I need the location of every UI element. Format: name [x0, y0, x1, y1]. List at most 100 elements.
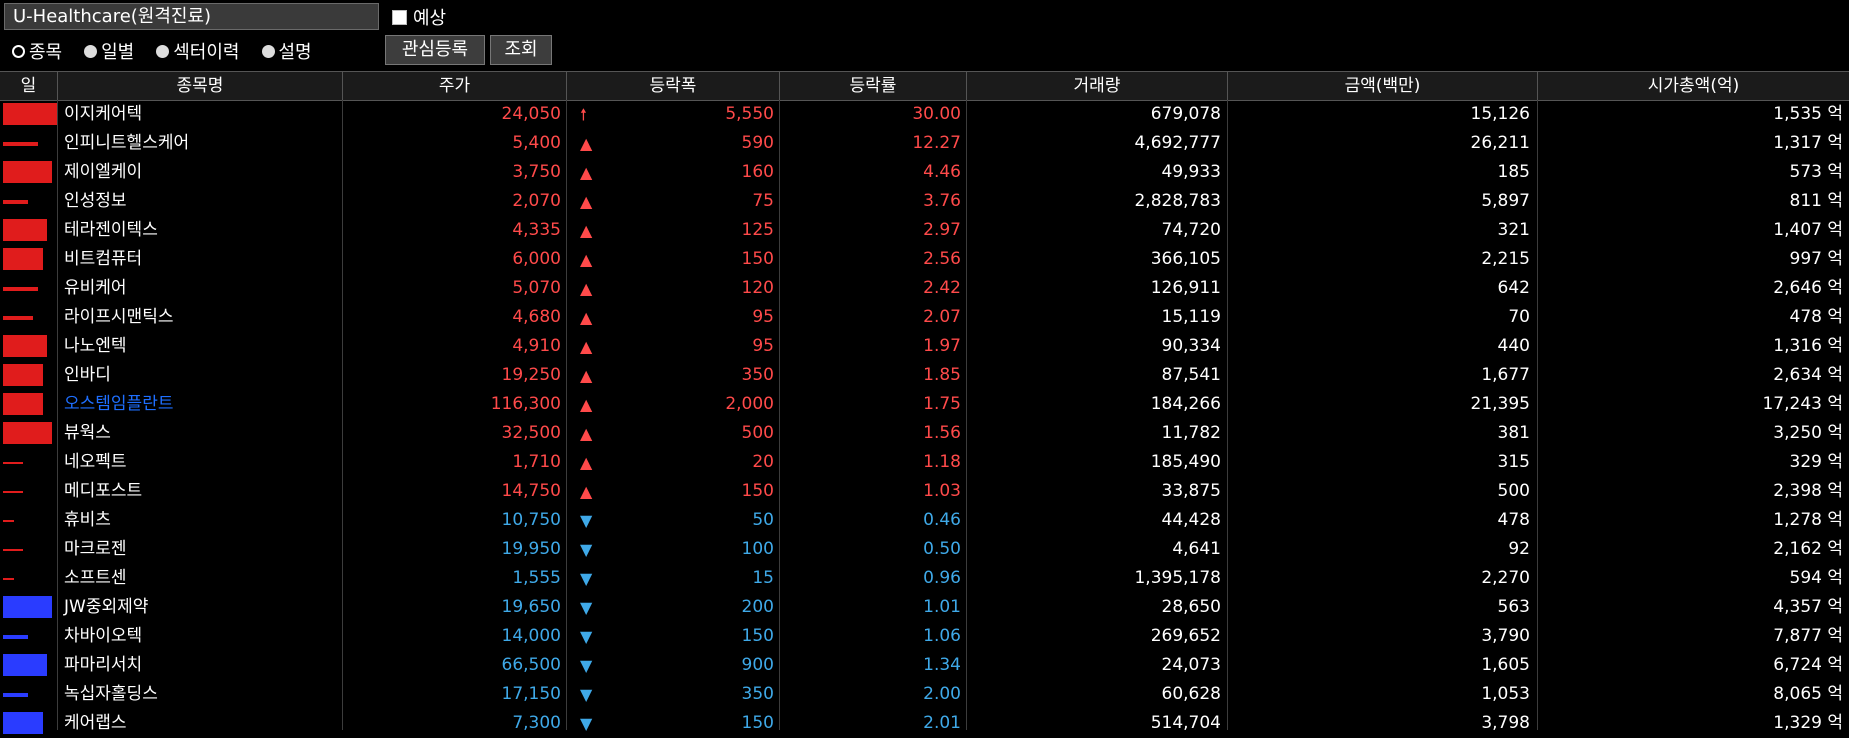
table-row[interactable]: 케어랩스 7,300 ▼ 150 2.01 514,704 3,798 1,329 억: [0, 709, 1849, 738]
table-row[interactable]: 인피니트헬스케어 5,400 ▲ 590 12.27 4,692,777 26,211 1,3…: [0, 129, 1849, 158]
stock-name[interactable]: 인바디: [64, 365, 111, 385]
table-row[interactable]: 뷰웍스 32,500 ▲ 500 1.56 11,782 381 3,250 억: [0, 419, 1849, 448]
stock-name[interactable]: 마크로젠: [64, 539, 127, 559]
mcap-cell: 17,243 억: [1762, 394, 1843, 414]
stock-name[interactable]: 파마리서치: [64, 655, 143, 675]
stock-name[interactable]: 녹십자홀딩스: [64, 684, 158, 704]
rate-cell: 1.75: [923, 394, 961, 414]
table-row[interactable]: 네오펙트 1,710 ▲ 20 1.18 185,490 315 329 억: [0, 448, 1849, 477]
add-watchlist-button[interactable]: 관심등록: [385, 35, 485, 65]
table-row[interactable]: 인성정보 2,070 ▲ 75 3.76 2,828,783 5,897 811 억: [0, 187, 1849, 216]
change-cell: 20: [752, 452, 774, 472]
volume-cell: 11,782: [1161, 423, 1221, 443]
radio-description[interactable]: 설명: [261, 38, 312, 64]
radio-daily[interactable]: 일별: [84, 38, 134, 64]
price-cell: 14,750: [501, 481, 561, 501]
stock-name[interactable]: 인성정보: [64, 191, 127, 211]
table-row[interactable]: 라이프시맨틱스 4,680 ▲ 95 2.07 15,119 70 478 억: [0, 303, 1849, 332]
rate-cell: 12.27: [912, 133, 961, 153]
col-header-mcap[interactable]: 시가총액(억): [1647, 76, 1740, 96]
volume-cell: 4,692,777: [1134, 133, 1221, 153]
rate-cell: 1.34: [923, 655, 961, 675]
table-row[interactable]: 테라젠이텍스 4,335 ▲ 125 2.97 74,720 321 1,407 억: [0, 216, 1849, 245]
stock-name[interactable]: 인피니트헬스케어: [64, 133, 190, 153]
price-cell: 19,650: [501, 597, 561, 617]
col-header-rate[interactable]: 등락률: [780, 72, 967, 100]
table-row[interactable]: 제이엘케이 3,750 ▲ 160 4.46 49,933 185 573 억: [0, 158, 1849, 187]
stock-name[interactable]: 오스템임플란트: [64, 394, 174, 414]
mcap-cell: 8,065 억: [1773, 684, 1843, 704]
stock-name[interactable]: 비트컴퓨터: [64, 249, 143, 269]
forecast-checkbox[interactable]: 예상: [392, 5, 446, 29]
table-row[interactable]: 마크로젠 19,950 ▼ 100 0.50 4,641 92 2,162 억: [0, 535, 1849, 564]
col-header-change[interactable]: 등락폭: [567, 72, 780, 100]
stock-name[interactable]: 차바이오텍: [64, 626, 143, 646]
radio-dot-icon[interactable]: [12, 44, 25, 58]
mcap-cell: 329 억: [1789, 452, 1844, 472]
rate-cell: 0.46: [923, 510, 961, 530]
table-row[interactable]: 메디포스트 14,750 ▲ 150 1.03 33,875 500 2,398 억: [0, 477, 1849, 506]
stock-name[interactable]: 휴비츠: [64, 510, 111, 530]
radio-stock[interactable]: 종목: [12, 38, 62, 64]
table-row[interactable]: 오스템임플란트 116,300 ▲ 2,000 1.75 184,266 21,395 17,…: [0, 390, 1849, 419]
price-cell: 66,500: [501, 655, 561, 675]
stock-name[interactable]: 메디포스트: [64, 481, 143, 501]
stock-name[interactable]: 소프트센: [64, 568, 127, 588]
table-row[interactable]: 소프트센 1,555 ▼ 15 0.96 1,395,178 2,270 594 억: [0, 564, 1849, 593]
day-bar-cell: [0, 419, 57, 448]
stock-name[interactable]: 나노엔텍: [64, 336, 127, 356]
table-row[interactable]: JW중외제약 19,650 ▼ 200 1.01 28,650 563 4,357 억: [0, 593, 1849, 622]
up-triangle-icon: ▲: [580, 250, 593, 269]
stock-name[interactable]: 이지케어텍: [64, 104, 143, 124]
change-bar: [3, 219, 47, 241]
radio-dot-icon[interactable]: [156, 44, 170, 58]
price-cell: 4,910: [512, 336, 561, 356]
table-row[interactable]: 파마리서치 66,500 ▼ 900 1.34 24,073 1,605 6,724 억: [0, 651, 1849, 680]
up-triangle-icon: ▲: [580, 279, 593, 298]
table-row[interactable]: 녹십자홀딩스 17,150 ▼ 350 2.00 60,628 1,053 8,065 억: [0, 680, 1849, 709]
table-row[interactable]: 인바디 19,250 ▲ 350 1.85 87,541 1,677 2,634 억: [0, 361, 1849, 390]
change-cell: 160: [741, 162, 774, 182]
table-row[interactable]: 유비케어 5,070 ▲ 120 2.42 126,911 642 2,646 억: [0, 274, 1849, 303]
radio-sector-history[interactable]: 섹터이력: [156, 38, 240, 64]
table-row[interactable]: 비트컴퓨터 6,000 ▲ 150 2.56 366,105 2,215 997 억: [0, 245, 1849, 274]
table-row[interactable]: 이지케어텍 24,050 🠕 5,550 30.00 679,078 15,126 1,535…: [0, 100, 1849, 129]
table-row[interactable]: 차바이오텍 14,000 ▼ 150 1.06 269,652 3,790 7,877 억: [0, 622, 1849, 651]
table-row[interactable]: 휴비츠 10,750 ▼ 50 0.46 44,428 478 1,278 억: [0, 506, 1849, 535]
table-row[interactable]: 나노엔텍 4,910 ▲ 95 1.97 90,334 440 1,316 억: [0, 332, 1849, 361]
stock-name[interactable]: 케어랩스: [64, 713, 127, 733]
stock-name[interactable]: 테라젠이텍스: [64, 220, 158, 240]
col-header-price[interactable]: 주가: [343, 72, 567, 100]
col-header-amount[interactable]: 금액(백만): [1228, 72, 1538, 100]
amount-cell: 1,677: [1481, 365, 1530, 385]
stock-name[interactable]: 제이엘케이: [64, 162, 143, 182]
stock-name[interactable]: 네오펙트: [64, 452, 127, 472]
radio-dot-icon[interactable]: [261, 44, 275, 58]
radio-dot-icon[interactable]: [84, 44, 98, 58]
col-header-volume[interactable]: 거래량: [967, 72, 1228, 100]
rate-cell: 1.85: [923, 365, 961, 385]
mcap-cell: 2,646 억: [1773, 278, 1843, 298]
rate-cell: 2.01: [923, 713, 961, 733]
query-button[interactable]: 조회: [490, 35, 552, 65]
stock-name[interactable]: 유비케어: [64, 278, 127, 298]
amount-cell: 2,215: [1481, 249, 1530, 269]
change-cell: 150: [741, 249, 774, 269]
stock-name[interactable]: 라이프시맨틱스: [64, 307, 174, 327]
checkbox-icon[interactable]: [392, 9, 407, 25]
change-bar: [3, 364, 43, 386]
mcap-cell: 3,250 억: [1773, 423, 1843, 443]
amount-cell: 478: [1497, 510, 1530, 530]
change-cell: 350: [741, 365, 774, 385]
grid-line: [779, 100, 780, 730]
change-bar: [3, 596, 52, 618]
col-header-name[interactable]: 종목명: [58, 72, 343, 100]
col-header-day[interactable]: 일: [0, 72, 58, 100]
down-triangle-icon: ▼: [580, 569, 593, 588]
day-bar-cell: [0, 332, 57, 361]
stock-name[interactable]: JW중외제약: [64, 597, 149, 617]
stock-name[interactable]: 뷰웍스: [64, 423, 111, 443]
grid-line: [566, 100, 567, 730]
up-triangle-icon: ▲: [580, 337, 593, 356]
theme-title-field[interactable]: U-Healthcare(원격진료): [4, 3, 379, 30]
